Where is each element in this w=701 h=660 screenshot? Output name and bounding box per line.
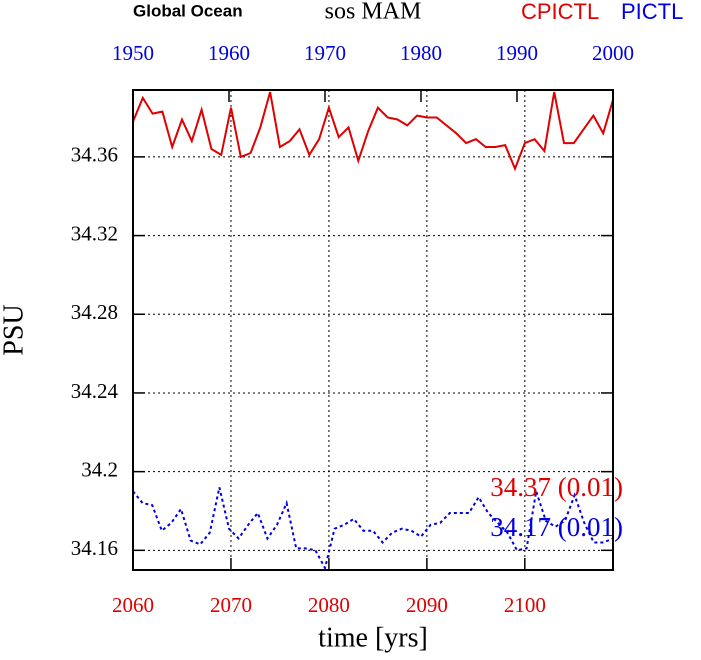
y-tick-label: 34.16 [71, 536, 118, 560]
x2-tick-label: 2000 [592, 41, 634, 65]
plot-frame [132, 89, 614, 571]
x2-tick-label: 1980 [400, 41, 442, 65]
y-tick-label: 34.28 [71, 300, 118, 324]
x-tick-label: 2090 [406, 593, 448, 617]
x2-tick-label: 1950 [112, 41, 154, 65]
y-tick-label: 34.36 [71, 143, 118, 167]
y-tick-label: 34.24 [71, 379, 119, 403]
chart-title: sos MAM [325, 0, 422, 25]
x-axis-label: time [yrs] [318, 622, 428, 653]
y-axis-label: PSU [0, 304, 29, 355]
annotation: 34.17 (0.01) [490, 512, 623, 542]
series-line [132, 91, 614, 172]
x2-tick-label: 1960 [208, 41, 250, 65]
legend-entry: PICTL [621, 0, 683, 24]
x-tick-label: 2100 [504, 593, 546, 617]
y-tick-label: 34.32 [71, 221, 118, 245]
x2-tick-label: 1970 [304, 41, 346, 65]
y-tick-label: 34.2 [81, 457, 118, 481]
x2-tick-label: 1990 [496, 41, 538, 65]
chart-subtitle: Global Ocean [133, 1, 243, 20]
annotation: 34.37 (0.01) [490, 472, 623, 502]
x-tick-label: 2070 [210, 593, 252, 617]
legend-entry: CPICTL [521, 0, 599, 24]
x-tick-label: 2060 [112, 593, 154, 617]
x-tick-label: 2080 [308, 593, 350, 617]
